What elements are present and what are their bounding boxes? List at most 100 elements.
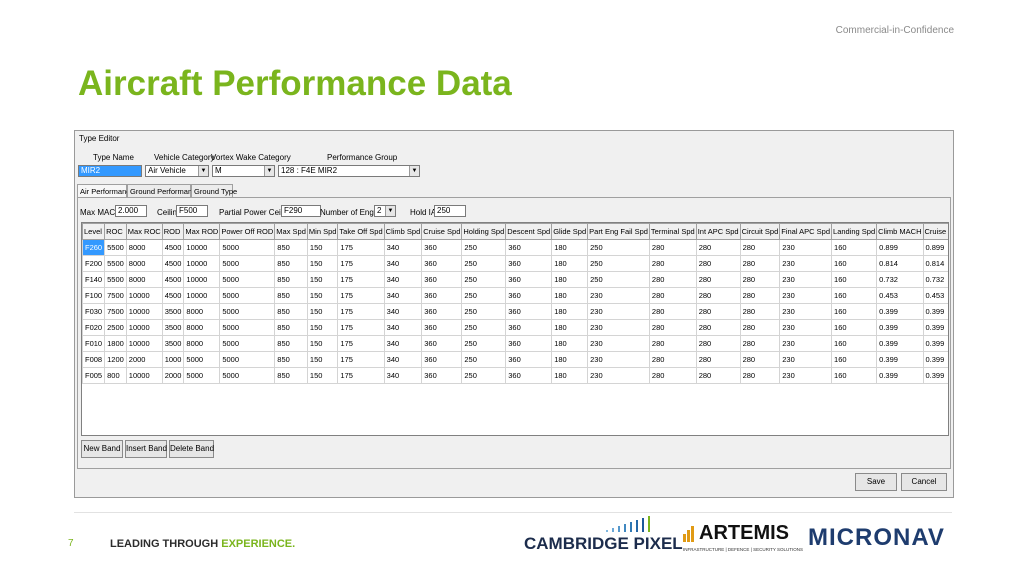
table-cell[interactable]: F030 [82, 303, 106, 320]
table-cell[interactable]: 280 [695, 319, 741, 336]
table-cell[interactable]: 150 [306, 367, 339, 384]
table-cell[interactable]: 850 [274, 367, 308, 384]
table-cell[interactable]: 10000 [183, 239, 221, 256]
table-cell[interactable]: 340 [383, 335, 423, 352]
column-header[interactable]: ROD [161, 223, 185, 240]
column-header[interactable]: Cruise MACH [922, 223, 948, 240]
table-cell[interactable]: 5000 [219, 287, 276, 304]
table-cell[interactable]: 340 [383, 367, 423, 384]
table-cell[interactable]: 280 [739, 335, 781, 352]
table-cell[interactable]: 2000 [161, 367, 185, 384]
table-cell[interactable]: 280 [739, 287, 781, 304]
table-cell[interactable]: 360 [505, 319, 553, 336]
table-cell[interactable]: 10000 [125, 287, 163, 304]
table-cell[interactable]: 1000 [161, 351, 185, 368]
table-cell[interactable]: 250 [587, 255, 650, 272]
table-cell[interactable]: F020 [82, 319, 106, 336]
table-cell[interactable]: 175 [337, 239, 385, 256]
table-cell[interactable]: 7500 [104, 287, 127, 304]
column-header[interactable]: Max ROD [183, 223, 221, 240]
type-name-input[interactable]: MIR2 [78, 165, 142, 177]
chevron-down-icon[interactable]: ▼ [409, 166, 419, 176]
table-cell[interactable]: 8000 [183, 303, 221, 320]
tab-air-performance[interactable]: Air Performance [77, 184, 134, 197]
table-row[interactable]: F140 5500 8000 4500 10000 5000 850 150 175 340 360… [82, 271, 948, 288]
table-cell[interactable]: 280 [695, 303, 741, 320]
table-cell[interactable]: 230 [779, 287, 833, 304]
table-cell[interactable]: 5000 [219, 271, 276, 288]
chevron-down-icon[interactable]: ▼ [198, 166, 208, 176]
table-cell[interactable]: 5000 [183, 367, 221, 384]
column-header[interactable]: Take Off Spd [337, 223, 385, 240]
table-cell[interactable]: 280 [695, 239, 741, 256]
table-cell[interactable]: 8000 [125, 255, 163, 272]
column-header[interactable]: Descent Spd [505, 223, 553, 240]
table-cell[interactable]: 0.399 [922, 319, 948, 336]
table-cell[interactable]: 230 [779, 303, 833, 320]
table-row[interactable]: F008 1200 2000 1000 5000 5000 850 150 175 340 360 2… [82, 351, 948, 368]
table-cell[interactable]: 850 [274, 335, 308, 352]
table-cell[interactable]: 180 [551, 271, 589, 288]
table-cell[interactable]: 850 [274, 255, 308, 272]
hold-ias-input[interactable]: 250 [434, 205, 466, 217]
table-cell[interactable]: 360 [421, 335, 463, 352]
table-cell[interactable]: 230 [587, 335, 650, 352]
table-cell[interactable]: 280 [648, 255, 697, 272]
table-cell[interactable]: 360 [505, 351, 553, 368]
table-cell[interactable]: F100 [82, 287, 106, 304]
table-row[interactable]: F260 5500 8000 4500 10000 5000 850 150 175 340 360… [82, 239, 948, 256]
table-cell[interactable]: 150 [306, 351, 339, 368]
table-cell[interactable]: 8000 [125, 239, 163, 256]
table-cell[interactable]: 3500 [161, 303, 185, 320]
table-cell[interactable]: 160 [831, 287, 878, 304]
table-cell[interactable]: 10000 [125, 319, 163, 336]
table-cell[interactable]: 280 [739, 239, 781, 256]
table-cell[interactable]: 4500 [161, 255, 185, 272]
vortex-wake-select[interactable]: M ▼ [212, 165, 275, 177]
table-cell[interactable]: 5000 [219, 351, 276, 368]
column-header[interactable]: Max ROC [125, 223, 163, 240]
table-cell[interactable]: 5000 [219, 367, 276, 384]
cancel-button[interactable]: Cancel [901, 473, 947, 491]
column-header[interactable]: Cruise Spd [421, 223, 463, 240]
table-cell[interactable]: 280 [648, 303, 697, 320]
table-cell[interactable]: 340 [383, 351, 423, 368]
table-cell[interactable]: 360 [505, 367, 553, 384]
table-cell[interactable]: 230 [779, 271, 833, 288]
table-cell[interactable]: 230 [779, 319, 833, 336]
table-cell[interactable]: 280 [739, 319, 781, 336]
table-cell[interactable]: 0.399 [876, 367, 924, 384]
table-cell[interactable]: 360 [505, 303, 553, 320]
table-cell[interactable]: 0.399 [922, 367, 948, 384]
column-header[interactable]: Power Off ROD [219, 223, 276, 240]
table-cell[interactable]: 250 [461, 239, 507, 256]
table-row[interactable]: F010 1800 10000 3500 8000 5000 850 150 175 340 360… [82, 335, 948, 352]
table-cell[interactable]: 850 [274, 287, 308, 304]
table-cell[interactable]: 280 [695, 255, 741, 272]
table-cell[interactable]: 0.814 [922, 255, 948, 272]
table-cell[interactable]: 280 [648, 239, 697, 256]
table-cell[interactable]: 0.399 [876, 351, 924, 368]
table-cell[interactable]: 5000 [219, 319, 276, 336]
table-cell[interactable]: 250 [461, 367, 507, 384]
table-cell[interactable]: 5000 [219, 255, 276, 272]
column-header[interactable]: Climb MACH [876, 223, 924, 240]
table-cell[interactable]: 175 [337, 287, 385, 304]
table-cell[interactable]: 175 [337, 255, 385, 272]
table-cell[interactable]: 850 [274, 303, 308, 320]
table-cell[interactable]: 180 [551, 255, 589, 272]
table-cell[interactable]: 360 [421, 287, 463, 304]
table-cell[interactable]: 175 [337, 351, 385, 368]
table-cell[interactable]: 280 [648, 351, 697, 368]
table-cell[interactable]: 280 [739, 303, 781, 320]
table-cell[interactable]: 0.399 [922, 351, 948, 368]
table-cell[interactable]: 250 [587, 271, 650, 288]
performance-grid[interactable]: Level ROC Max ROC ROD Max ROD Power Off ROD Ma… [81, 222, 949, 436]
save-button[interactable]: Save [855, 473, 897, 491]
table-cell[interactable]: 150 [306, 335, 339, 352]
table-cell[interactable]: F200 [82, 255, 106, 272]
table-cell[interactable]: 10000 [183, 255, 221, 272]
ceiling-input[interactable]: F500 [176, 205, 208, 217]
table-cell[interactable]: 850 [274, 239, 308, 256]
table-cell[interactable]: 150 [306, 303, 339, 320]
